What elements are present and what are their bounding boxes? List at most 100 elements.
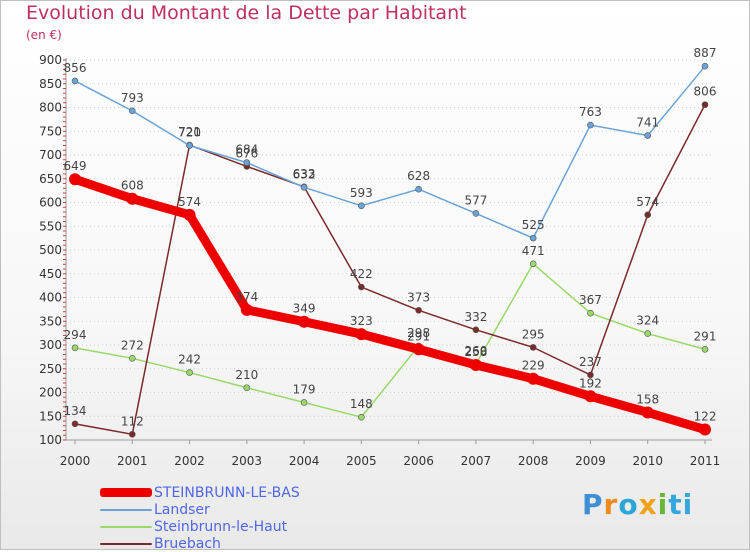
data-point xyxy=(415,185,422,193)
legend-label: Bruebach xyxy=(154,535,221,552)
y-tick-label: 750 xyxy=(39,124,62,138)
data-point xyxy=(587,309,594,317)
data-label: 192 xyxy=(579,376,602,390)
data-point xyxy=(472,210,480,217)
logo-letter: o xyxy=(618,488,639,521)
y-tick-label: 200 xyxy=(39,386,62,400)
data-point xyxy=(240,303,253,316)
y-tick-label: 650 xyxy=(39,172,62,186)
logo-letter: P xyxy=(582,488,604,521)
y-tick-label: 550 xyxy=(39,219,62,233)
data-label: 112 xyxy=(121,414,144,428)
data-label: 324 xyxy=(636,314,659,328)
data-point xyxy=(69,173,81,186)
data-point xyxy=(183,208,196,221)
data-label: 721 xyxy=(178,125,201,139)
data-label: 684 xyxy=(235,143,258,157)
data-point xyxy=(300,399,308,406)
data-point xyxy=(355,328,368,341)
data-label: 593 xyxy=(350,186,373,200)
x-tick-labels: 2000 2001 2002 2003 2004 2005 2006 2007 2008 2009… xyxy=(60,440,721,468)
x-tick-label: 2003 xyxy=(232,454,263,468)
data-label: 806 xyxy=(694,85,717,99)
data-label: 272 xyxy=(121,338,144,352)
logo-letter: x xyxy=(638,488,658,521)
legend-swatch xyxy=(100,488,152,497)
series-line xyxy=(70,174,710,435)
x-tick-label: 2011 xyxy=(690,454,721,468)
data-point xyxy=(644,330,652,337)
data-point xyxy=(358,283,365,291)
chart-legend: STEINBRUNN-LE-BAS Landser Steinbrunn-le-… xyxy=(100,484,300,552)
data-point xyxy=(71,77,79,85)
y-tick-label: 700 xyxy=(39,148,62,162)
data-label: 295 xyxy=(522,327,545,341)
data-label: 291 xyxy=(694,329,717,343)
data-point xyxy=(300,184,308,191)
logo-letter: r xyxy=(603,488,619,521)
data-label: 608 xyxy=(121,179,144,193)
legend-item-bruebach[interactable]: Bruebach xyxy=(100,535,300,552)
legend-label: STEINBRUNN-LE-BAS xyxy=(154,484,300,501)
series-line xyxy=(74,263,706,418)
logo-letter: ti xyxy=(668,488,694,521)
series-line xyxy=(74,103,706,436)
legend-swatch xyxy=(100,542,152,545)
data-point xyxy=(701,101,709,108)
data-label: 158 xyxy=(636,392,659,406)
data-label: 577 xyxy=(464,193,487,207)
data-label: 628 xyxy=(407,169,430,183)
y-tick-label: 150 xyxy=(39,409,62,423)
data-label: 763 xyxy=(579,105,602,119)
data-point xyxy=(529,260,537,268)
x-tick-label: 2008 xyxy=(518,454,549,468)
x-tick-label: 2000 xyxy=(60,454,91,468)
data-point xyxy=(644,132,652,139)
data-label: 258 xyxy=(464,345,487,359)
data-label: 210 xyxy=(235,368,258,382)
x-tick-label: 2009 xyxy=(575,454,606,468)
data-point xyxy=(128,107,136,115)
y-tick-label: 800 xyxy=(39,101,62,115)
data-point xyxy=(587,121,594,129)
data-label: 229 xyxy=(522,359,545,373)
logo-letter: i xyxy=(657,488,669,521)
data-point xyxy=(186,142,193,149)
legend-swatch xyxy=(100,525,152,528)
series-bruebach: 134 112 721 676 633 422 373 332 295 237 574 806 xyxy=(64,85,717,438)
data-label: 374 xyxy=(235,290,258,304)
legend-item-landser[interactable]: Landser xyxy=(100,501,300,518)
data-point xyxy=(186,369,193,376)
data-point xyxy=(584,390,597,403)
y-tick-label: 100 xyxy=(39,433,62,447)
data-label: 649 xyxy=(64,159,87,173)
data-label: 633 xyxy=(293,167,316,181)
series-steinbrunn-le-haut: 294 272 242 210 179 148 298 260 471 367 324 291 xyxy=(64,244,717,421)
data-label: 422 xyxy=(350,267,373,281)
data-point xyxy=(243,384,251,392)
data-label: 632 xyxy=(293,167,316,181)
x-tick-label: 2005 xyxy=(346,454,377,468)
data-point xyxy=(71,420,79,428)
data-label: 332 xyxy=(464,310,487,324)
y-tick-label: 400 xyxy=(39,291,62,305)
y-tick-label: 600 xyxy=(39,196,62,210)
y-tick-label: 300 xyxy=(39,338,62,352)
data-point xyxy=(644,211,652,219)
legend-item-steinbrunn-le-bas[interactable]: STEINBRUNN-LE-BAS xyxy=(100,484,300,501)
legend-item-steinbrunn-le-haut[interactable]: Steinbrunn-le-Haut xyxy=(100,518,300,535)
data-label: 349 xyxy=(293,302,316,316)
y-tick-label: 350 xyxy=(39,314,62,328)
data-point xyxy=(128,354,136,362)
data-label: 260 xyxy=(464,344,487,358)
legend-label: Steinbrunn-le-Haut xyxy=(154,518,288,535)
y-tick-label: 250 xyxy=(39,362,62,376)
data-point xyxy=(469,358,482,371)
data-point xyxy=(701,62,709,70)
data-label: 242 xyxy=(178,353,201,367)
data-label: 574 xyxy=(178,195,201,209)
data-point xyxy=(358,413,365,421)
data-label: 720 xyxy=(178,126,201,140)
